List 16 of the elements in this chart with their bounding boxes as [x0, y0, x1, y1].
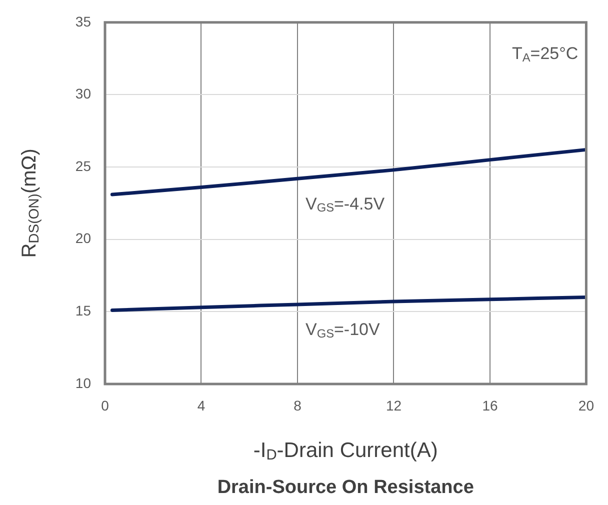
text: Drain-Source On Resistance: [217, 477, 474, 498]
line-series: [110, 295, 586, 312]
x-tick-label: 16: [482, 397, 498, 414]
y-tick-label: 20: [75, 230, 92, 246]
y-axis-title: RDS(ON)(mΩ): [18, 148, 42, 258]
x-tick-label: 20: [578, 397, 594, 414]
x-tick-label: 4: [197, 397, 206, 414]
x-tick-label: 12: [386, 397, 402, 414]
y-tick-label: 25: [75, 158, 92, 174]
x-tick-label: 8: [294, 397, 302, 414]
y-tick-label: 10: [75, 374, 92, 391]
y-tick-label: 15: [75, 302, 92, 319]
x-tick-label: 0: [101, 397, 110, 414]
y-tick-label: 35: [75, 13, 92, 30]
y-tick-label: 30: [75, 86, 92, 102]
line-series: [110, 148, 586, 196]
